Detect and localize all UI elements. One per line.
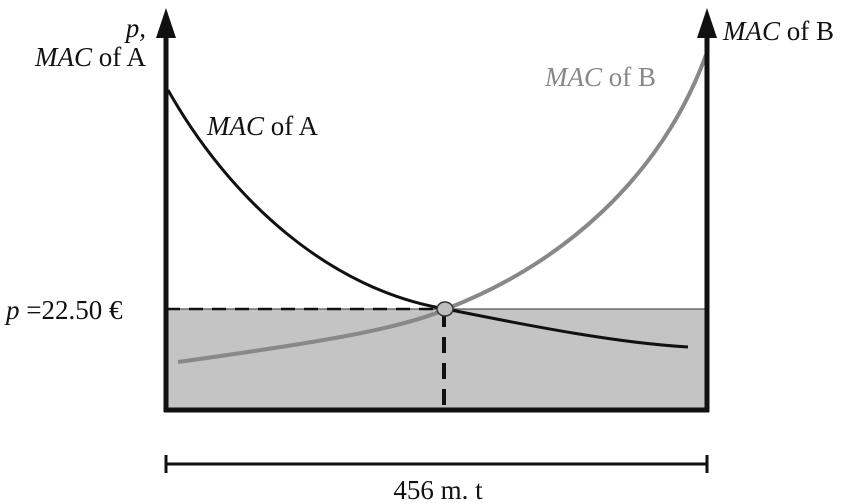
curve-mac-a: [166, 89, 689, 349]
curve-a-label: MAC of A: [206, 111, 319, 141]
shaded-area: [165, 308, 708, 412]
curve-b-label: MAC of B: [544, 62, 656, 92]
right-axis-label: MAC of B: [722, 16, 834, 46]
left-axis-label-line1: p,: [124, 13, 146, 43]
price-label: p =22.50 €: [4, 295, 123, 325]
right-axis-arrow-icon: [697, 8, 717, 38]
intersection-point: [436, 301, 454, 317]
left-axis-arrow-icon: [156, 8, 176, 38]
left-axis-label-line2: MAC of A: [34, 42, 147, 72]
curve-mac-b: [177, 54, 708, 364]
span-label: 456 m. t: [393, 475, 483, 503]
